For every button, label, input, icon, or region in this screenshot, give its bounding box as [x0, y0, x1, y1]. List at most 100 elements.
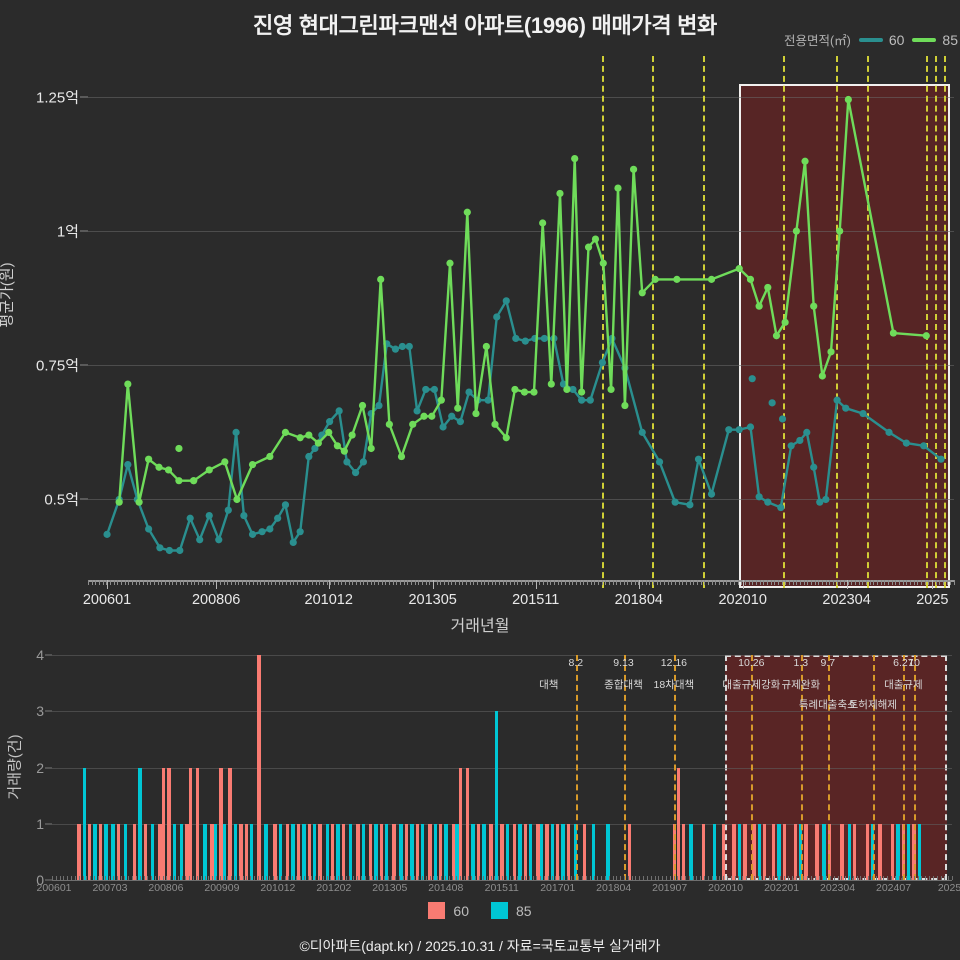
data-point[interactable]: [493, 313, 501, 321]
data-point[interactable]: [175, 477, 183, 485]
volume-bar[interactable]: [313, 823, 317, 880]
data-point[interactable]: [215, 536, 223, 544]
data-point[interactable]: [540, 334, 548, 343]
volume-bar[interactable]: [455, 823, 459, 880]
data-point[interactable]: [397, 452, 406, 461]
data-point[interactable]: [638, 428, 646, 436]
data-point[interactable]: [351, 469, 360, 477]
volume-bar[interactable]: [233, 823, 238, 880]
volume-bar[interactable]: [196, 767, 200, 880]
data-point[interactable]: [248, 530, 257, 538]
volume-bar[interactable]: [82, 767, 86, 880]
data-point[interactable]: [902, 439, 910, 447]
volume-bar[interactable]: [399, 823, 403, 880]
data-point[interactable]: [333, 442, 342, 450]
data-point[interactable]: [124, 460, 132, 469]
volume-bar[interactable]: [482, 823, 486, 880]
data-point[interactable]: [671, 498, 679, 506]
data-point[interactable]: [258, 528, 266, 536]
data-point[interactable]: [409, 420, 417, 428]
volume-bar[interactable]: [161, 767, 166, 880]
data-point[interactable]: [224, 506, 232, 514]
data-point[interactable]: [655, 458, 664, 466]
data-point[interactable]: [289, 538, 297, 547]
data-point[interactable]: [135, 498, 143, 506]
legend-item-60[interactable]: 60: [858, 32, 904, 48]
volume-bar[interactable]: [341, 823, 346, 880]
volume-bar[interactable]: [871, 823, 875, 880]
data-point[interactable]: [232, 428, 240, 436]
data-point[interactable]: [305, 452, 313, 461]
volume-bar[interactable]: [214, 823, 218, 880]
volume-bar[interactable]: [244, 823, 248, 880]
data-point[interactable]: [221, 458, 229, 466]
data-point[interactable]: [482, 342, 490, 351]
volume-bar[interactable]: [228, 767, 232, 880]
volume-bar[interactable]: [907, 823, 911, 880]
volume-bar[interactable]: [415, 823, 419, 880]
data-point[interactable]: [502, 297, 510, 305]
volume-bar[interactable]: [385, 823, 389, 880]
volume-bar[interactable]: [219, 767, 223, 880]
volume-bar[interactable]: [523, 823, 527, 880]
data-point[interactable]: [446, 259, 454, 267]
data-point[interactable]: [694, 455, 703, 463]
volume-bar[interactable]: [111, 823, 115, 880]
volume-bar[interactable]: [689, 823, 693, 880]
legend-item-85[interactable]: 85: [912, 32, 958, 48]
data-point[interactable]: [391, 345, 400, 353]
volume-bar[interactable]: [890, 823, 895, 880]
data-point[interactable]: [325, 428, 333, 436]
data-point[interactable]: [377, 275, 385, 283]
volume-bar[interactable]: [721, 823, 725, 880]
volume-bar[interactable]: [444, 823, 448, 880]
data-point[interactable]: [305, 431, 313, 439]
data-point[interactable]: [512, 334, 520, 343]
volume-bar[interactable]: [151, 823, 155, 880]
volume-bar[interactable]: [325, 823, 329, 880]
volume-bar[interactable]: [732, 823, 736, 880]
volume-bar[interactable]: [878, 823, 882, 880]
data-point[interactable]: [385, 420, 393, 428]
data-point[interactable]: [556, 189, 564, 198]
data-point[interactable]: [530, 388, 538, 396]
data-point[interactable]: [725, 426, 733, 434]
data-point[interactable]: [367, 444, 375, 453]
volume-bar[interactable]: [757, 823, 761, 880]
volume-bar[interactable]: [93, 823, 97, 880]
volume-bar[interactable]: [592, 823, 596, 880]
data-point[interactable]: [520, 388, 529, 396]
data-point[interactable]: [571, 154, 579, 163]
data-point[interactable]: [145, 525, 153, 533]
volume-bar[interactable]: [561, 823, 565, 880]
volume-bar[interactable]: [752, 823, 756, 880]
data-point[interactable]: [818, 372, 826, 380]
data-point[interactable]: [778, 415, 787, 423]
data-point[interactable]: [598, 358, 607, 367]
data-point[interactable]: [539, 219, 547, 227]
data-point[interactable]: [746, 423, 755, 431]
data-point[interactable]: [296, 528, 304, 536]
volume-bar[interactable]: [763, 823, 767, 880]
volume-bar[interactable]: [466, 767, 470, 880]
data-point[interactable]: [266, 525, 274, 533]
data-point[interactable]: [190, 477, 198, 485]
data-point[interactable]: [511, 385, 519, 394]
volume-bar[interactable]: [368, 823, 373, 880]
volume-bar[interactable]: [676, 767, 680, 880]
volume-bar[interactable]: [167, 767, 171, 880]
data-point[interactable]: [885, 428, 893, 436]
data-point[interactable]: [651, 275, 659, 283]
volume-bar[interactable]: [179, 823, 184, 880]
volume-bar[interactable]: [410, 823, 414, 880]
volume-bar[interactable]: [361, 823, 365, 880]
data-point[interactable]: [430, 385, 438, 394]
volume-bar[interactable]: [840, 823, 844, 880]
volume-bar[interactable]: [518, 823, 522, 880]
data-point[interactable]: [156, 544, 164, 552]
data-point[interactable]: [484, 396, 492, 404]
data-point[interactable]: [233, 495, 241, 504]
volume-bar[interactable]: [291, 823, 295, 880]
volume-bar[interactable]: [392, 823, 396, 880]
volume-bar[interactable]: [494, 711, 499, 880]
